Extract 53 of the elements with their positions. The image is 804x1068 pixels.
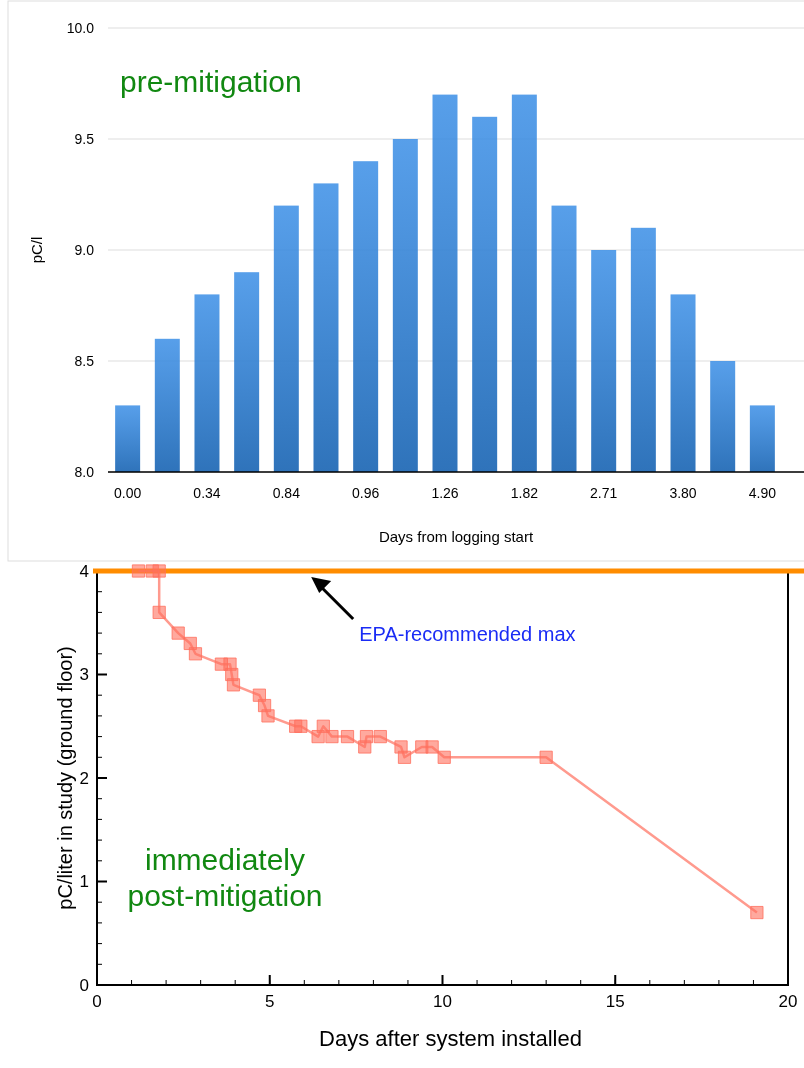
point [294, 719, 308, 733]
point [171, 626, 185, 640]
x-axis-title: Days after system installed [319, 1026, 582, 1051]
x-tick-label: 2.71 [590, 485, 618, 501]
point [340, 729, 355, 744]
point [358, 740, 372, 754]
y-tick-label: 2 [79, 768, 89, 788]
annotation: pre-mitigation [120, 65, 302, 98]
y-tick-label: 0 [79, 975, 89, 995]
point [261, 709, 275, 723]
y-tick-label: 9.5 [74, 130, 95, 147]
point [437, 750, 451, 764]
point [325, 729, 339, 744]
annotation: immediately post-mitigation [127, 843, 323, 912]
point [425, 740, 439, 754]
point [226, 678, 241, 692]
y-tick-label: 9.0 [74, 241, 95, 258]
point [131, 564, 146, 578]
y-tick-label: 3 [79, 665, 89, 685]
x-tick-label: 20 [778, 992, 798, 1011]
x-tick-label: 4.90 [748, 485, 777, 501]
x-axis-title: Days from logging start [378, 528, 534, 545]
point [397, 750, 412, 764]
point [311, 729, 325, 744]
x-tick-label: 10 [433, 992, 452, 1011]
x-tick-label: 0.96 [352, 485, 380, 501]
x-tick-label: 1.82 [510, 485, 539, 501]
y-tick-label: 8.0 [74, 463, 95, 480]
point [223, 657, 237, 671]
y-tick-label: 1 [79, 872, 89, 892]
y-axis-title: pC/l [28, 236, 45, 264]
point [152, 564, 166, 578]
point [394, 740, 408, 754]
x-tick-label: 5 [265, 992, 275, 1011]
y-tick-label: 10.0 [66, 19, 95, 36]
y-axis-title: pC/liter in study (ground floor) [54, 646, 76, 910]
y-tick-label: 8.5 [74, 352, 95, 369]
point [750, 905, 764, 920]
x-tick-label: 1.26 [431, 485, 459, 501]
point [359, 729, 374, 744]
x-tick-label: 15 [605, 992, 625, 1011]
point [152, 605, 166, 620]
point [188, 647, 203, 661]
point [539, 750, 553, 764]
point [316, 719, 330, 733]
x-tick-label: 0.84 [272, 485, 301, 501]
x-tick-label: 0.00 [114, 485, 142, 501]
point [373, 729, 387, 744]
y-tick-label: 4 [79, 561, 89, 581]
point [252, 688, 267, 702]
x-tick-label: 3.80 [669, 485, 697, 501]
annotation: EPA-recommended max [359, 623, 576, 645]
x-tick-label: 0.34 [193, 485, 221, 501]
